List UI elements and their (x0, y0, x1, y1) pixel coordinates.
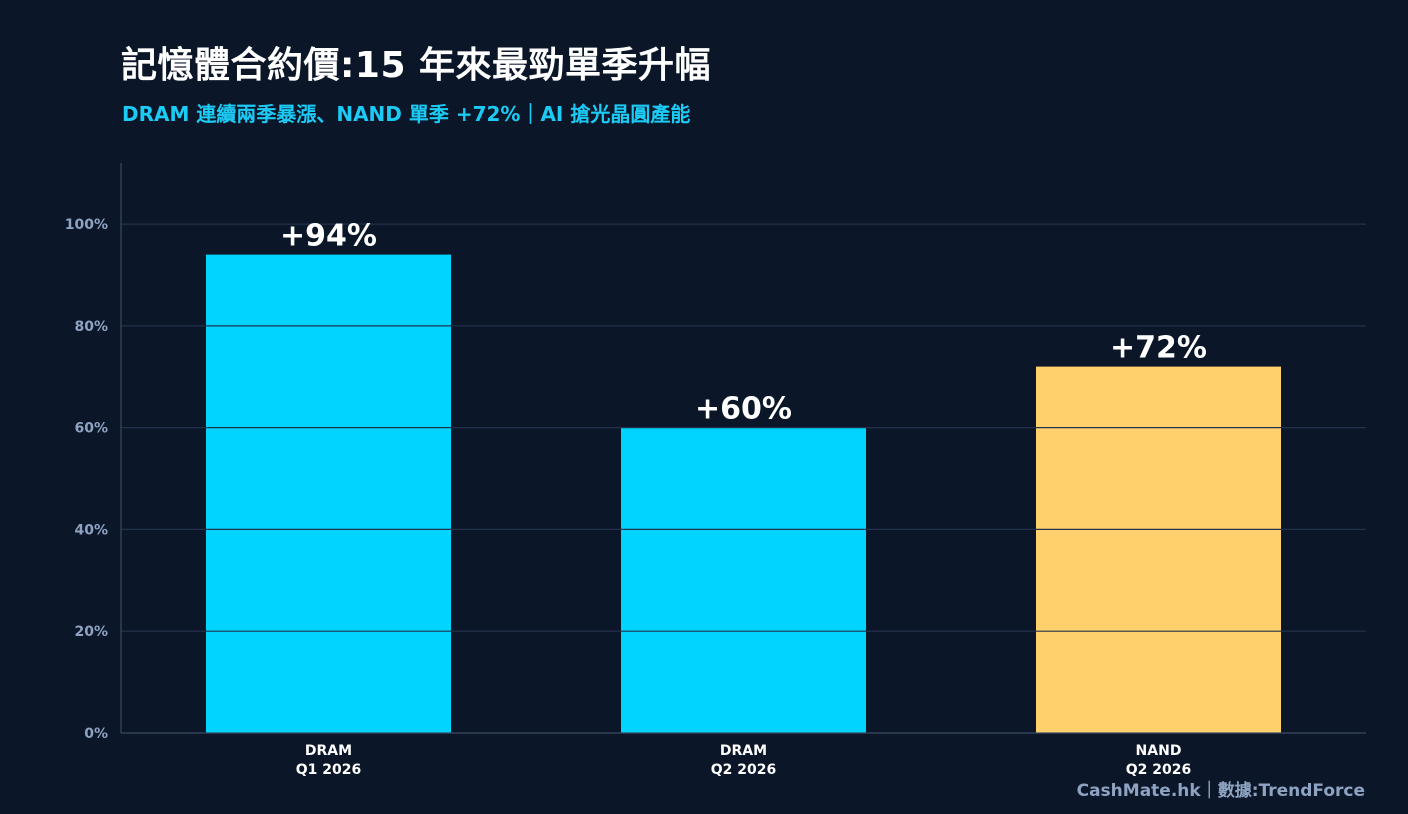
gridlines (121, 223, 1366, 632)
bar-1 (206, 254, 451, 733)
x-tick-label-3-line-1: NAND (1136, 743, 1182, 759)
value-label-2: +60% (695, 392, 792, 427)
x-tick-label-2-line-2: Q2 2026 (711, 762, 776, 778)
y-tick-label-20%: 20% (74, 624, 108, 640)
y-tick-label-0%: 0% (84, 726, 108, 742)
y-tick-label-60%: 60% (74, 421, 108, 437)
value-label-3: +72% (1110, 331, 1207, 366)
value-label-1: +94% (280, 219, 377, 254)
bar-2 (621, 427, 866, 733)
bar-3 (1036, 366, 1281, 733)
labels: +94% DRAM Q1 2026 +60% DRAM Q2 2026 +72% NAND Q2… (65, 217, 1207, 778)
y-tick-label-80%: 80% (74, 319, 108, 335)
x-tick-label-3-line-2: Q2 2026 (1126, 762, 1191, 778)
chart-subtitle: DRAM 連續兩季暴漲、NAND 單季 +72%｜AI 搶光晶圓產能 (122, 102, 691, 126)
y-tick-label-40%: 40% (74, 522, 108, 538)
x-tick-label-1-line-2: Q1 2026 (296, 762, 361, 778)
x-tick-label-1-line-1: DRAM (305, 743, 352, 759)
x-tick-label-2-line-1: DRAM (720, 743, 767, 759)
axes (120, 163, 1366, 734)
chart-title: 記憶體合約價:15 年來最勁單季升幅 (121, 45, 712, 86)
source-credit: CashMate.hk｜數據:TrendForce (1076, 781, 1365, 801)
y-tick-label-100%: 100% (65, 217, 108, 233)
